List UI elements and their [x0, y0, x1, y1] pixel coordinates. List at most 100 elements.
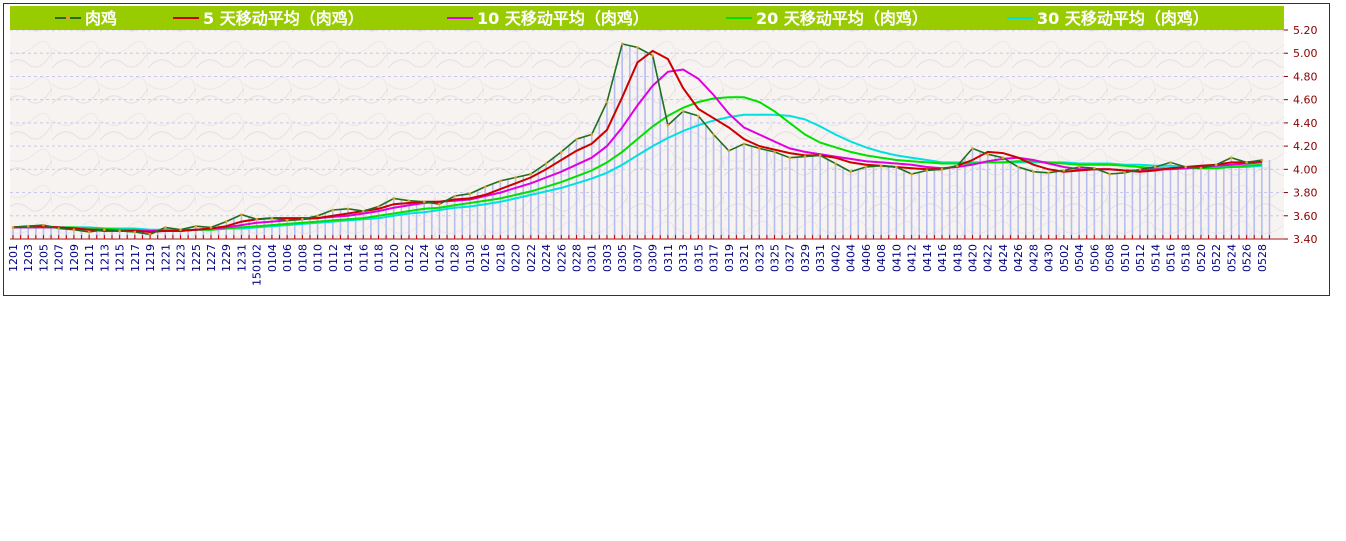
series-point [422, 200, 426, 204]
x-tick-label: 1217 [129, 244, 142, 272]
value-bar [560, 151, 563, 239]
series-point [1245, 161, 1248, 164]
value-bar [507, 179, 509, 239]
x-tick-label: 1225 [190, 244, 203, 272]
value-bar [1055, 171, 1058, 239]
value-bar [438, 204, 441, 239]
x-tick-label: 0520 [1195, 244, 1208, 272]
value-bar [514, 177, 517, 239]
value-bar [933, 169, 936, 239]
x-tick-label: 0504 [1073, 244, 1086, 272]
x-tick-label: 0424 [997, 244, 1010, 272]
x-tick-label: 0218 [494, 244, 507, 272]
value-bar [705, 125, 707, 239]
series-point [727, 149, 731, 153]
value-bar [1162, 164, 1164, 239]
x-tick-label: 0110 [312, 244, 325, 272]
x-tick-label: 0313 [677, 244, 690, 272]
value-bar [735, 147, 738, 239]
value-bar [956, 165, 959, 239]
value-bar [1238, 160, 1240, 239]
value-bar [415, 201, 418, 239]
series-point [285, 219, 289, 222]
series-point [133, 230, 137, 234]
x-tick-label: 0228 [571, 244, 584, 272]
value-bar [446, 200, 448, 239]
value-bar [804, 156, 806, 239]
x-tick-label: 0126 [433, 244, 446, 272]
y-tick-label: 4.80 [1293, 70, 1318, 83]
series-point [1093, 166, 1096, 170]
series-point [1169, 161, 1172, 164]
value-bar [1108, 173, 1111, 239]
value-bar [1154, 167, 1157, 239]
x-tick-label: 0420 [966, 244, 979, 272]
legend: 肉鸡 5 天移动平均（肉鸡） 10 天移动平均（肉鸡） 20 天移动平均（肉鸡） 30 … [55, 9, 1209, 28]
x-tick-label: 0516 [1164, 244, 1177, 272]
x-tick-label: 1223 [175, 244, 188, 272]
value-bar [964, 157, 966, 239]
series-point [499, 179, 502, 183]
x-tick-label: 0508 [1104, 244, 1117, 272]
series-point [818, 154, 822, 157]
x-tick-label: 0108 [296, 244, 309, 272]
line-chart: 5.20 5.00 4.80 4.60 4.40 4.20 4.00 3.80 3.60 3.40… [7, 6, 1318, 286]
series-point [1199, 166, 1203, 170]
x-tick-label: 0422 [982, 244, 995, 272]
x-tick-label: 0226 [555, 244, 568, 272]
value-bar [80, 230, 83, 239]
series-point [590, 133, 594, 136]
y-tick-label: 4.40 [1293, 117, 1318, 130]
y-tick-label: 4.60 [1293, 94, 1318, 107]
value-bar [872, 166, 875, 239]
series-point [1214, 163, 1218, 166]
value-bar [385, 202, 387, 239]
x-tick-label: 0222 [525, 244, 538, 272]
series-point [971, 147, 974, 150]
series-point [103, 228, 106, 232]
value-bar [1040, 172, 1042, 239]
value-bar [339, 209, 342, 239]
x-tick-label: 0216 [479, 244, 492, 272]
y-tick-label: 3.40 [1293, 233, 1318, 246]
legend-bar [10, 6, 1284, 30]
value-bar [590, 134, 593, 239]
value-bar [187, 227, 189, 239]
x-tick-label: 0130 [464, 244, 477, 272]
legend-label: 肉鸡 [85, 9, 117, 28]
series-point [361, 209, 365, 213]
value-bar [210, 227, 212, 239]
series-point [301, 217, 304, 221]
value-bar [332, 209, 334, 239]
series-point [57, 227, 60, 230]
x-tick-label: 0514 [1149, 244, 1162, 272]
value-bar [537, 168, 540, 239]
value-bar [278, 219, 281, 239]
y-tick-label: 4.20 [1293, 140, 1318, 153]
series-point [240, 213, 243, 216]
value-bar [1123, 172, 1126, 239]
value-bar [1215, 164, 1217, 239]
value-bar [986, 154, 989, 239]
value-bar [103, 229, 106, 239]
value-bar [118, 230, 121, 239]
x-tick-label: 0309 [647, 244, 660, 272]
series-point [164, 226, 167, 229]
series-point [255, 217, 258, 221]
series-point [849, 170, 852, 173]
series-point [72, 228, 76, 232]
legend-marker [66, 16, 70, 20]
value-bar [354, 209, 357, 239]
series-point [681, 109, 685, 113]
series-point [87, 230, 91, 234]
value-bar [1009, 162, 1012, 239]
value-bar [309, 217, 311, 239]
value-bar [1184, 167, 1187, 239]
chart-frame: 5.20 5.00 4.80 4.60 4.40 4.20 4.00 3.80 3.60 3.40… [3, 3, 1330, 296]
x-tick-label: 0301 [586, 244, 599, 272]
value-bar [1253, 161, 1256, 239]
value-bar [111, 230, 113, 239]
value-bar [750, 146, 753, 239]
series-point [11, 226, 15, 229]
value-bar [1230, 157, 1233, 239]
